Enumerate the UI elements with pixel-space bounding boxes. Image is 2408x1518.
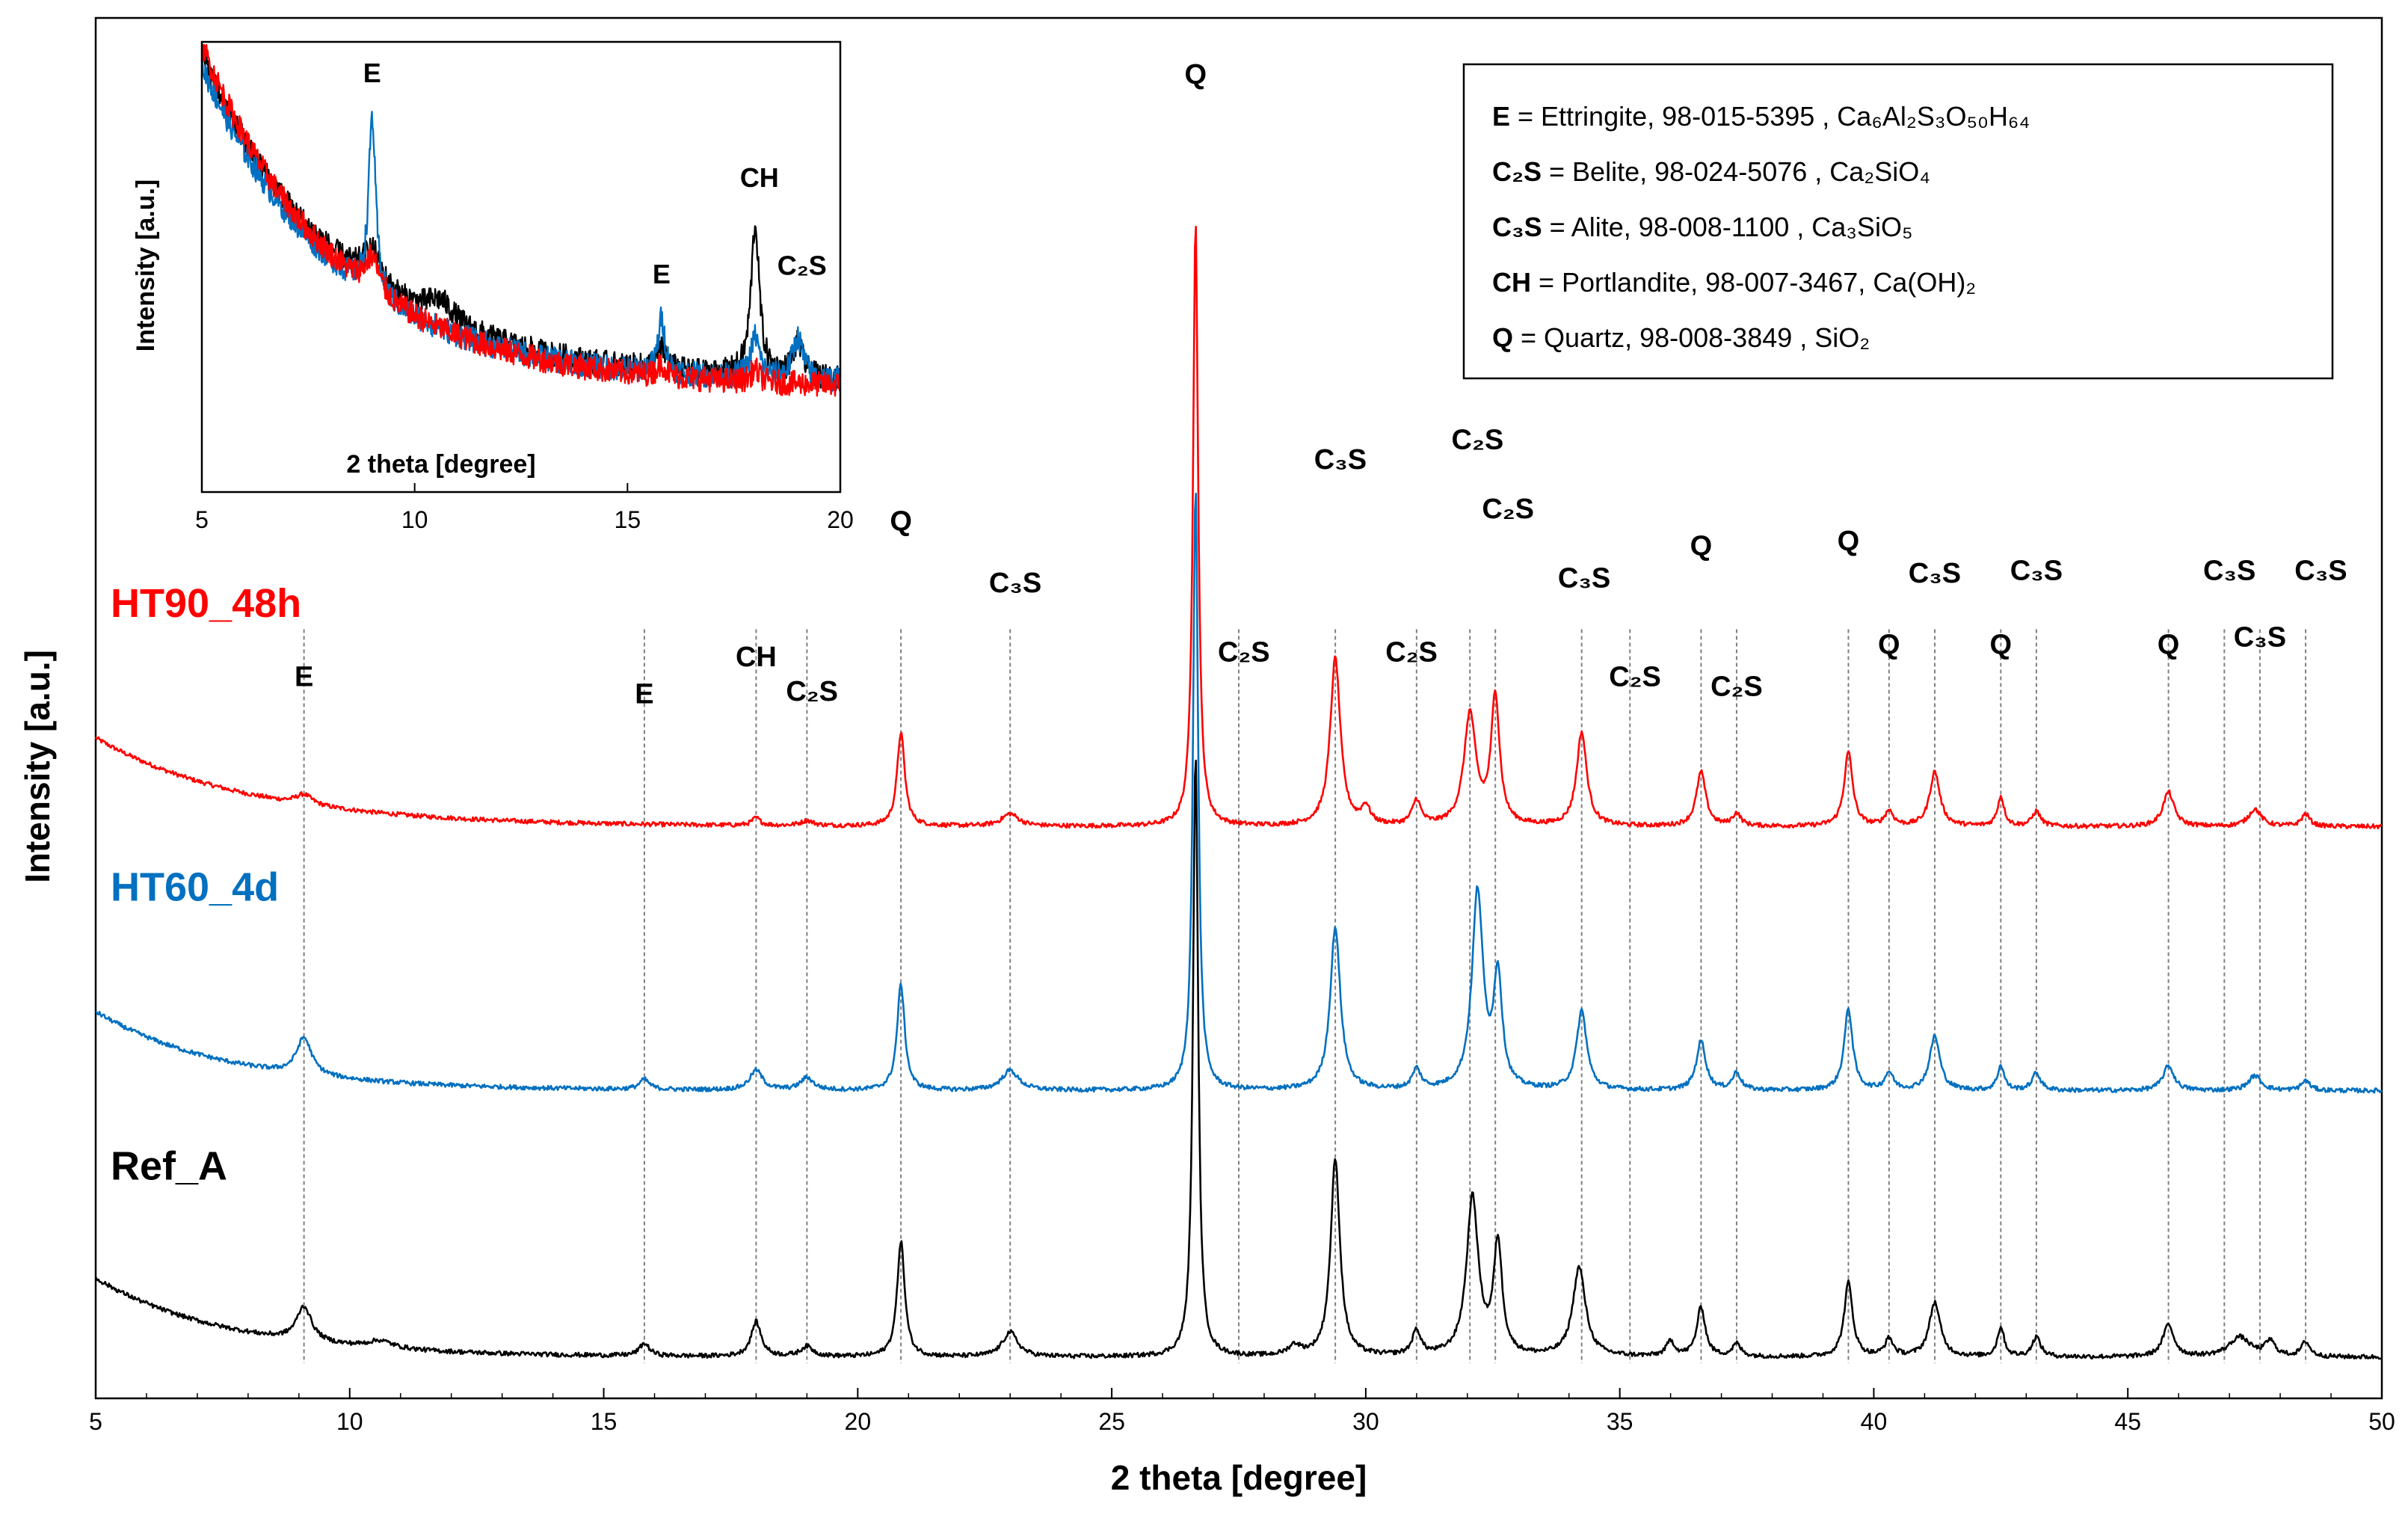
inset-x-axis-title: 2 theta [degree]	[346, 450, 535, 479]
legend-entry-0: E = Ettringite, 98-015-5395 , Ca₆Al₂S₃O₅…	[1492, 101, 2030, 132]
y-axis-title: Intensity [a.u.]	[18, 650, 57, 883]
peak-label-0: E	[295, 661, 313, 692]
peak-label-21: C₃S	[2203, 556, 2255, 587]
x-tick-label-30: 30	[1352, 1408, 1379, 1435]
inset-series-ht90-48h-line	[201, 43, 842, 397]
series-ht90-48h-line	[94, 225, 2383, 830]
peak-label-12: C₃S	[1558, 562, 1610, 594]
x-tick-label-15: 15	[591, 1408, 618, 1435]
peak-label-8: C₃S	[1314, 444, 1367, 476]
inset-peak-label-0: E	[363, 58, 381, 88]
series-label-ht60-4d: HT60_4d	[111, 865, 279, 910]
x-tick-label-35: 35	[1607, 1408, 1633, 1435]
series-label-ht90-48h: HT90_48h	[111, 581, 301, 626]
inset-plot: 5 10 15 20 E E CH C₂S 2 theta [degree] Intensi…	[132, 40, 854, 533]
inset-background	[202, 42, 840, 492]
peak-label-18: Q	[1878, 630, 1900, 661]
peak-label-6: Q	[1184, 59, 1207, 90]
peak-label-22: Q	[2158, 630, 2180, 661]
inset-x-tick-label-15: 15	[615, 506, 641, 533]
x-tick-label-25: 25	[1098, 1408, 1125, 1435]
peak-label-7: C₂S	[1218, 636, 1270, 668]
legend-entry-3: CH = Portlandite, 98-007-3467, Ca(OH)₂	[1492, 267, 1976, 298]
inset-peak-label-2: CH	[740, 162, 779, 193]
inset-x-tick-label-20: 20	[827, 506, 854, 533]
inset-peak-label-3: C₂S	[777, 251, 827, 281]
peak-label-14: Q	[1690, 531, 1713, 562]
peak-label-5: C₃S	[989, 568, 1041, 599]
peak-label-9: C₂S	[1385, 636, 1438, 668]
peak-label-3: C₂S	[786, 676, 838, 707]
main-x-axis: 5 10 15 20 25 30 35 40 45 50	[89, 1388, 2395, 1435]
legend-frame	[1462, 63, 2334, 380]
series-label-ref-a: Ref_A	[111, 1143, 227, 1188]
inset-x-tick-label-10: 10	[401, 506, 428, 533]
series-labels: HT90_48h HT60_4d Ref_A	[111, 581, 301, 1188]
peak-label-24: C₃S	[2294, 556, 2347, 587]
legend-entry-2: C₃S = Alite, 98-008-1100 , Ca₃SiO₅	[1492, 212, 1912, 242]
legend: E = Ettringite, 98-015-5395 , Ca₆Al₂S₃O₅…	[1462, 63, 2334, 380]
series-ht60-4d-line	[95, 492, 2383, 1094]
peak-label-1: E	[635, 679, 653, 710]
peak-label-17: C₃S	[1909, 558, 1961, 589]
peak-label-2: CH	[736, 642, 777, 673]
peak-label-10: C₂S	[1452, 425, 1504, 456]
x-tick-label-50: 50	[2368, 1408, 2395, 1435]
peak-label-11: C₂S	[1482, 494, 1534, 525]
series-ref-a-line	[94, 759, 2383, 1360]
x-tick-label-20: 20	[845, 1408, 872, 1435]
main-peak-labels: E E CH C₂S Q C₃S Q C₂S C₃S C₂S C₂S C₂S C₃S C₂S Q C₂S Q C₃…	[295, 59, 2347, 710]
inset-peak-label-1: E	[653, 259, 671, 289]
main-plot-frame	[94, 16, 2383, 1400]
inset-frame	[200, 40, 842, 494]
x-tick-label-40: 40	[1861, 1408, 1888, 1435]
inset-y-axis-title: Intensity [a.u.]	[132, 179, 160, 351]
peak-label-23: C₃S	[2234, 622, 2286, 654]
x-tick-label-5: 5	[89, 1408, 102, 1435]
peak-label-13: C₂S	[1609, 661, 1661, 692]
peak-label-20: Q	[1990, 630, 2013, 661]
x-tick-label-10: 10	[336, 1408, 363, 1435]
peak-label-15: C₂S	[1710, 672, 1763, 703]
x-tick-label-45: 45	[2114, 1408, 2141, 1435]
peak-label-16: Q	[1838, 526, 1860, 557]
main-series-group	[94, 225, 2383, 1360]
reference-lines	[303, 629, 2307, 1363]
inset-x-tick-label-5: 5	[195, 506, 209, 533]
x-axis-title: 2 theta [degree]	[1111, 1458, 1367, 1497]
legend-entry-4: Q = Quartz, 98-008-3849 , SiO₂	[1492, 322, 1870, 353]
peak-label-4: Q	[890, 506, 912, 538]
peak-label-19: C₃S	[2010, 556, 2063, 587]
legend-entry-1: C₂S = Belite, 98-024-5076 , Ca₂SiO₄	[1492, 156, 1930, 187]
